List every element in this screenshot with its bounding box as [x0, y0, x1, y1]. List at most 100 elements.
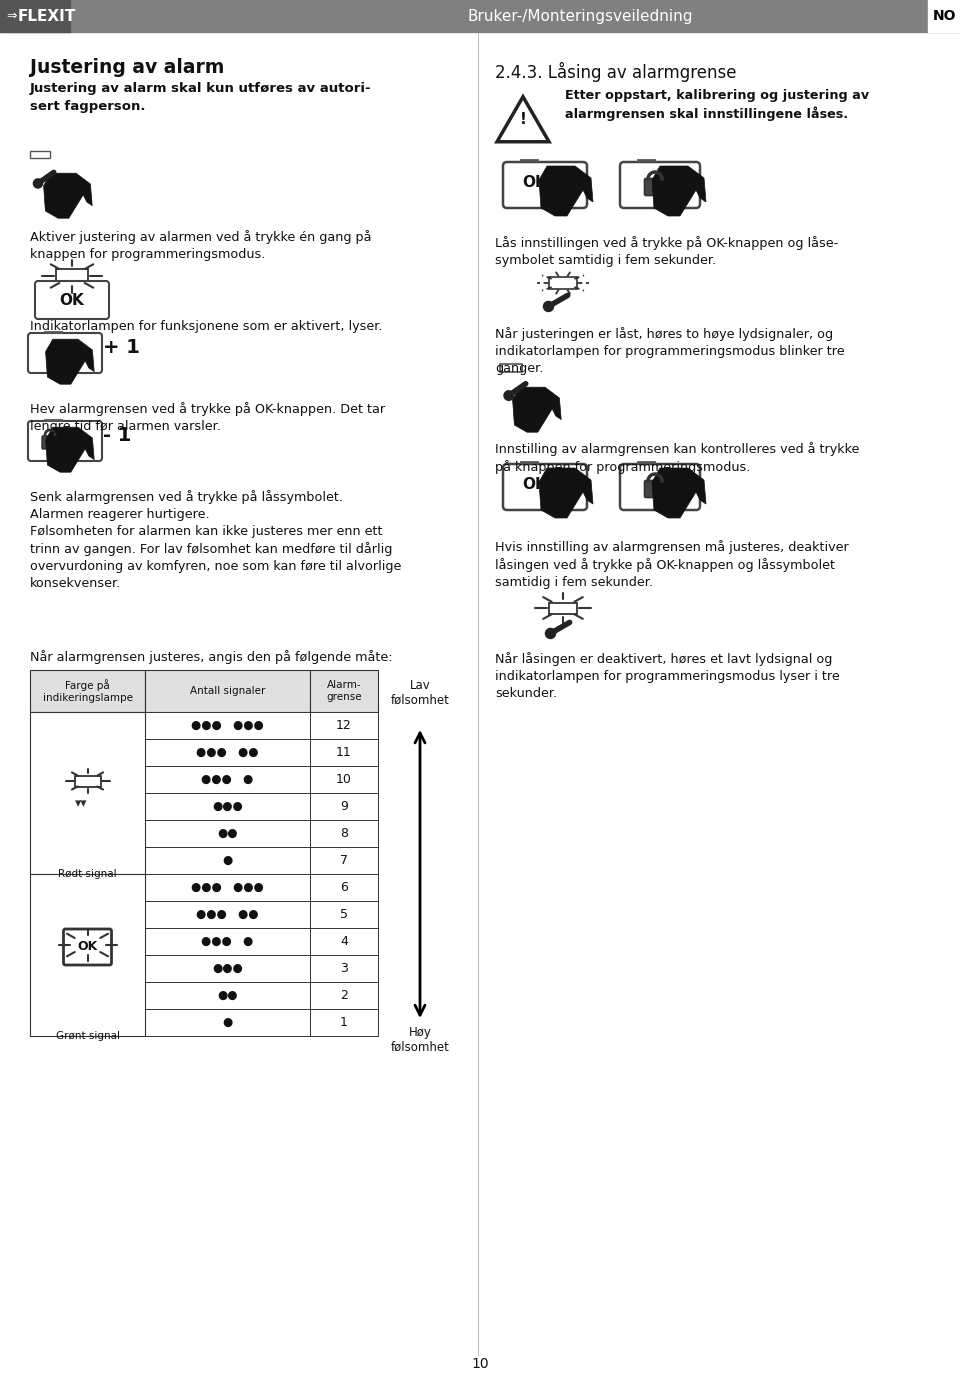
- Bar: [30, 712, 145, 874]
- FancyBboxPatch shape: [42, 436, 58, 450]
- Bar: [30, 820, 145, 847]
- Text: 12: 12: [336, 719, 352, 732]
- FancyBboxPatch shape: [28, 333, 102, 373]
- Text: Når låsingen er deaktivert, høres et lavt lydsignal og
indikatorlampen for progr: Når låsingen er deaktivert, høres et lav…: [495, 652, 840, 700]
- Text: Lav
følsomhet: Lav følsomhet: [391, 679, 449, 707]
- Bar: [30, 738, 145, 766]
- Bar: [145, 847, 310, 874]
- Text: Hev alarmgrensen ved å trykke på OK-knappen. Det tar
lengre tid før alarmen vars: Hev alarmgrensen ved å trykke på OK-knap…: [30, 402, 385, 433]
- Text: 10: 10: [471, 1357, 489, 1371]
- Text: - 1: - 1: [103, 426, 132, 446]
- FancyBboxPatch shape: [620, 463, 700, 510]
- Bar: [30, 928, 145, 956]
- Bar: [310, 793, 378, 819]
- Text: OK: OK: [78, 941, 98, 953]
- Text: OK: OK: [46, 345, 68, 359]
- Text: ●●●: ●●●: [212, 800, 243, 813]
- Bar: [310, 738, 378, 766]
- Text: Når alarmgrensen justeres, angis den på følgende måte:: Når alarmgrensen justeres, angis den på …: [30, 650, 393, 664]
- FancyBboxPatch shape: [644, 480, 665, 498]
- Text: 3: 3: [340, 962, 348, 975]
- Bar: [30, 1009, 145, 1035]
- Polygon shape: [497, 96, 549, 142]
- Text: Farge på
indikeringslampe: Farge på indikeringslampe: [42, 679, 132, 703]
- Bar: [30, 901, 145, 928]
- Text: Aktiver justering av alarmen ved å trykke én gang på
knappen for programmeringsm: Aktiver justering av alarmen ved å trykk…: [30, 230, 372, 261]
- Text: Etter oppstart, kalibrering og justering av
alarmgrensen skal innstillingene lås: Etter oppstart, kalibrering og justering…: [565, 89, 869, 121]
- Polygon shape: [652, 166, 706, 216]
- Text: Når justeringen er låst, høres to høye lydsignaler, og
indikatorlampen for progr: Når justeringen er låst, høres to høye l…: [495, 327, 845, 375]
- Bar: [310, 928, 378, 956]
- Bar: [310, 670, 378, 712]
- Bar: [145, 901, 310, 928]
- Text: OK: OK: [522, 477, 547, 491]
- Text: Justering av alarm: Justering av alarm: [30, 58, 225, 77]
- Bar: [30, 874, 145, 901]
- Text: Lås innstillingen ved å trykke på OK-knappen og låse-
symbolet samtidig i fem se: Lås innstillingen ved å trykke på OK-kna…: [495, 236, 838, 267]
- FancyBboxPatch shape: [620, 162, 700, 208]
- Text: Grønt signal: Grønt signal: [56, 1031, 119, 1041]
- Polygon shape: [46, 340, 94, 384]
- Text: OK: OK: [60, 293, 84, 308]
- Bar: [500, 364, 522, 373]
- Bar: [145, 956, 310, 982]
- Bar: [310, 820, 378, 847]
- Text: ●●: ●●: [217, 826, 238, 840]
- Text: ●●●   ●●●: ●●● ●●●: [191, 881, 264, 894]
- Text: 2: 2: [340, 989, 348, 1002]
- Bar: [30, 670, 145, 712]
- Bar: [145, 670, 310, 712]
- Bar: [145, 820, 310, 847]
- Bar: [145, 712, 310, 738]
- Bar: [310, 901, 378, 928]
- Text: Rødt signal: Rødt signal: [59, 869, 117, 879]
- Bar: [310, 1009, 378, 1035]
- Bar: [56, 270, 88, 283]
- Bar: [310, 766, 378, 793]
- Bar: [145, 738, 310, 766]
- Bar: [30, 956, 145, 982]
- Text: Senk alarmgrensen ved å trykke på låssymbolet.
Alarmen reagerer hurtigere.
Følso: Senk alarmgrensen ved å trykke på låssym…: [30, 490, 401, 590]
- Text: 11: 11: [336, 747, 352, 759]
- Bar: [145, 766, 310, 793]
- FancyBboxPatch shape: [503, 162, 587, 208]
- Text: ●●●: ●●●: [212, 962, 243, 975]
- Text: ●●●   ●●: ●●● ●●: [196, 908, 259, 921]
- Polygon shape: [513, 388, 562, 432]
- Text: Hvis innstilling av alarmgrensen må justeres, deaktiver
låsingen ved å trykke på: Hvis innstilling av alarmgrensen må just…: [495, 540, 849, 590]
- Text: ●●●   ●●: ●●● ●●: [196, 747, 259, 759]
- Bar: [145, 982, 310, 1009]
- Polygon shape: [539, 468, 593, 518]
- Text: ●●●   ●: ●●● ●: [202, 935, 253, 947]
- Bar: [928, 0, 960, 32]
- Text: 2.4.3. Låsing av alarmgrense: 2.4.3. Låsing av alarmgrense: [495, 62, 736, 82]
- Bar: [145, 793, 310, 819]
- Bar: [30, 847, 145, 874]
- Polygon shape: [43, 173, 92, 219]
- Text: Høy
følsomhet: Høy følsomhet: [391, 1026, 449, 1055]
- Bar: [145, 874, 310, 901]
- FancyBboxPatch shape: [63, 930, 111, 965]
- Text: OK: OK: [522, 175, 547, 190]
- Text: Innstilling av alarmgrensen kan kontrolleres ved å trykke
på knappen for program: Innstilling av alarmgrensen kan kontroll…: [495, 441, 859, 474]
- Text: 10: 10: [336, 773, 352, 786]
- FancyBboxPatch shape: [28, 421, 102, 461]
- Text: + 1: + 1: [103, 338, 140, 358]
- Bar: [549, 276, 577, 289]
- Bar: [30, 712, 145, 738]
- Circle shape: [544, 302, 553, 311]
- Text: ⇒: ⇒: [6, 10, 16, 22]
- FancyBboxPatch shape: [35, 280, 109, 319]
- FancyBboxPatch shape: [644, 179, 665, 195]
- Bar: [30, 151, 50, 158]
- Text: ●: ●: [223, 854, 232, 868]
- Bar: [71, 938, 104, 952]
- Text: 7: 7: [340, 854, 348, 868]
- Bar: [0, 0, 70, 32]
- Bar: [310, 982, 378, 1009]
- Bar: [549, 602, 577, 613]
- Text: !: !: [519, 111, 526, 126]
- Bar: [30, 793, 145, 819]
- Text: 6: 6: [340, 881, 348, 894]
- Text: ●●●   ●●●: ●●● ●●●: [191, 719, 264, 732]
